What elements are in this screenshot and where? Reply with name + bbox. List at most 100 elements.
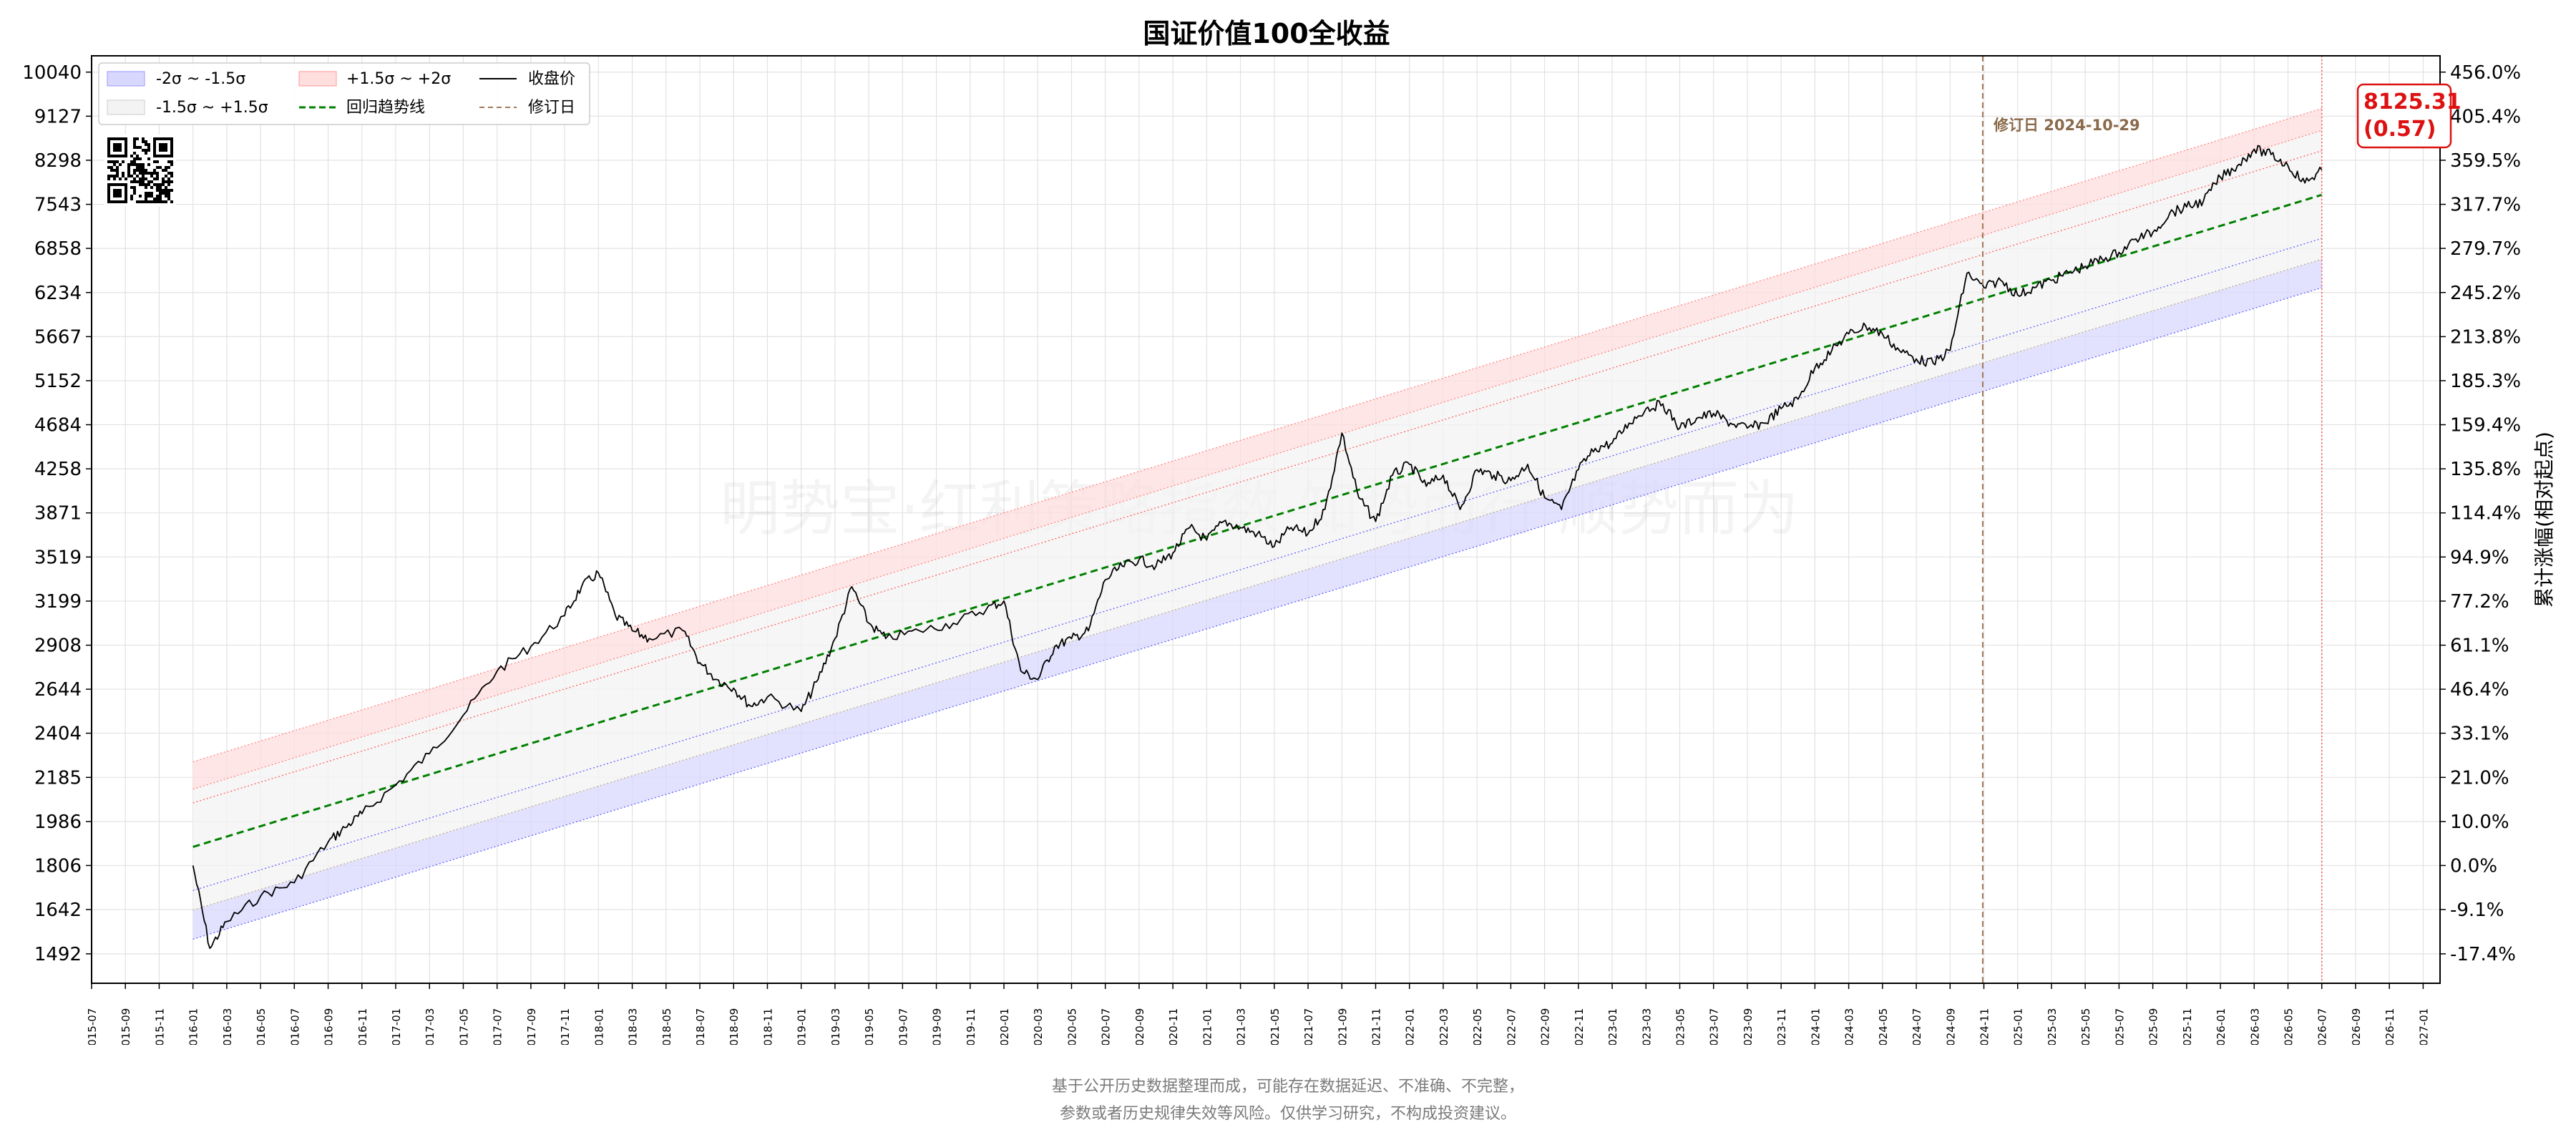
qr-module xyxy=(165,180,167,183)
qr-module xyxy=(136,157,139,160)
qr-module xyxy=(113,160,116,163)
left-tick-label: 5152 xyxy=(34,371,82,392)
qr-module xyxy=(133,157,136,160)
left-tick-label: 1806 xyxy=(34,855,82,877)
qr-module xyxy=(139,183,142,186)
last-value-box xyxy=(2356,83,2452,149)
qr-module xyxy=(119,163,122,166)
qr-module xyxy=(159,189,162,192)
legend-swatch-band-high xyxy=(298,71,337,87)
qr-module xyxy=(133,152,136,155)
trend-line xyxy=(192,193,2323,848)
qr-module xyxy=(145,192,147,195)
qr-module xyxy=(156,175,159,177)
x-tick-label: 2023-09 xyxy=(1742,1008,1755,1045)
x-tick-label: 2016-05 xyxy=(255,1008,268,1045)
qr-module xyxy=(142,169,145,172)
x-tick-label: 2022-09 xyxy=(1539,1008,1552,1045)
qr-module xyxy=(133,189,136,192)
qr-module xyxy=(145,140,147,143)
qr-module xyxy=(159,166,162,169)
qr-module xyxy=(142,163,145,166)
qr-module xyxy=(145,169,147,172)
qr-module xyxy=(165,169,167,172)
right-axis: -17.4% -9.1% 0.0% 10.0% 21.0% 33.1% 46.4% 61.1%… xyxy=(2440,62,2521,965)
right-axis-label: 累计涨幅(相对起点) xyxy=(2532,432,2556,608)
qr-module xyxy=(136,200,139,203)
qr-module xyxy=(136,163,139,166)
qr-module xyxy=(142,180,145,183)
revision-marker: 修订日 2024-10-29 xyxy=(1981,56,2323,983)
qr-module xyxy=(147,163,150,166)
right-tick-label: 317.7% xyxy=(2450,195,2521,216)
x-tick-label: 2022-05 xyxy=(1471,1008,1484,1045)
qr-module xyxy=(147,146,150,149)
right-tick-label: 185.3% xyxy=(2450,371,2521,392)
qr-module xyxy=(162,169,165,172)
x-tick-label: 2015-09 xyxy=(119,1008,132,1045)
qr-module xyxy=(139,166,142,169)
qr-module xyxy=(150,175,153,177)
qr-module xyxy=(136,137,139,140)
legend-label-band-mid: -1.5σ ~ +1.5σ xyxy=(156,99,268,117)
qr-module xyxy=(122,175,125,177)
qr-module xyxy=(142,137,145,140)
x-tick-label: 2019-07 xyxy=(897,1008,909,1045)
footer-line-2: 参数或者历史规律失效等风险。仅供学习研究，不构成投资建议。 xyxy=(1059,1105,1516,1123)
right-tick-label: 114.4% xyxy=(2450,503,2521,525)
x-tick-label: 2025-05 xyxy=(2079,1008,2092,1045)
sigma-guide-line xyxy=(192,238,2322,892)
footer-line-1: 基于公开历史数据整理而成，可能存在数据延迟、不准确、不完整， xyxy=(1051,1078,1524,1096)
x-tick-label: 2021-01 xyxy=(1201,1008,1214,1045)
legend-label-close: 收盘价 xyxy=(528,70,575,88)
x-tick-label: 2026-11 xyxy=(2384,1008,2396,1045)
qr-module xyxy=(110,166,113,169)
x-tick-label: 2016-07 xyxy=(288,1008,301,1045)
qr-module xyxy=(145,172,147,175)
last-value-callout: 8125.31 (0.57) xyxy=(2356,83,2462,149)
qr-module xyxy=(167,195,170,198)
qr-module xyxy=(133,177,136,180)
qr-module xyxy=(116,160,119,163)
left-tick-label: 2404 xyxy=(34,723,82,745)
left-tick-label: 9127 xyxy=(34,106,82,127)
qr-module xyxy=(147,143,150,146)
x-tick-label: 2019-01 xyxy=(796,1008,809,1045)
qr-module xyxy=(145,183,147,186)
qr-module xyxy=(170,172,173,175)
qr-module xyxy=(136,146,139,149)
qr-module xyxy=(147,183,150,186)
qr-module xyxy=(130,175,133,177)
qr-module xyxy=(133,146,136,149)
x-tick-label: 2021-07 xyxy=(1302,1008,1315,1045)
qr-module xyxy=(113,163,116,166)
qr-module xyxy=(139,180,142,183)
qr-module xyxy=(119,177,122,180)
x-tick-label: 2017-01 xyxy=(390,1008,403,1045)
left-tick-label: 10040 xyxy=(22,62,82,84)
right-tick-label: 135.8% xyxy=(2450,459,2521,480)
close-price-path xyxy=(192,145,2323,949)
x-tick-label: 2025-01 xyxy=(2012,1008,2025,1045)
x-tick-label: 2019-09 xyxy=(931,1008,944,1045)
right-tick-label: 359.5% xyxy=(2450,150,2521,172)
qr-module xyxy=(130,198,133,200)
x-tick-label: 2024-11 xyxy=(1978,1008,1991,1045)
qr-module xyxy=(133,180,136,183)
sigma-boundary-line xyxy=(192,130,2322,790)
qr-module xyxy=(167,198,170,200)
x-tick-label: 2025-03 xyxy=(2046,1008,2059,1045)
qr-module xyxy=(150,180,153,183)
qr-module xyxy=(167,189,170,192)
x-tick-label: 2026-03 xyxy=(2248,1008,2261,1045)
qr-module xyxy=(142,175,145,177)
qr-module xyxy=(139,195,142,198)
x-tick-label: 2026-01 xyxy=(2215,1008,2228,1045)
qr-module xyxy=(170,200,173,203)
qr-module xyxy=(139,172,142,175)
qr-finder xyxy=(113,143,122,152)
qr-module xyxy=(110,160,113,163)
right-tick-label: 279.7% xyxy=(2450,238,2521,260)
qr-module xyxy=(165,189,167,192)
qr-module xyxy=(145,198,147,200)
